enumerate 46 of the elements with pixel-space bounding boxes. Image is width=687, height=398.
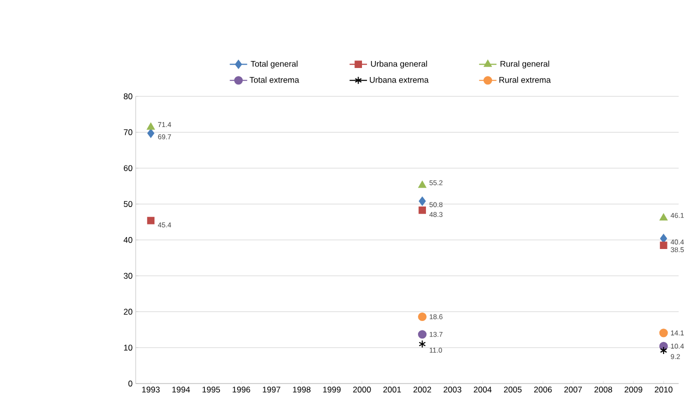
x-tick-label: 1999 — [323, 386, 341, 393]
point — [418, 340, 426, 348]
legend-label: Total extrema — [250, 76, 300, 84]
x-tick-label: 2007 — [564, 386, 582, 393]
y-tick-label: 40 — [124, 237, 132, 244]
point — [660, 214, 668, 221]
y-tick-label: 50 — [124, 201, 132, 208]
legend-label: Rural general — [500, 60, 550, 69]
point — [660, 346, 668, 355]
legend-label: Rural extrema — [499, 76, 551, 84]
point — [146, 122, 155, 130]
y-tick-label: 30 — [124, 273, 132, 279]
y-tick-label: 20 — [124, 309, 132, 315]
x-tick-label: 2000 — [353, 386, 371, 393]
y-tick-label: 70 — [124, 130, 132, 136]
y-tick-label: 10 — [124, 344, 132, 351]
x-tick-label: 1997 — [262, 386, 280, 393]
x-tick-label: 2003 — [444, 386, 462, 393]
x-tick-label: 1996 — [232, 386, 250, 393]
x-tick-label: 1998 — [293, 386, 310, 393]
legend-label: Total general — [250, 60, 298, 69]
point — [660, 242, 668, 250]
point — [418, 312, 427, 322]
y-tick-label: 0 — [128, 380, 132, 387]
y-tick-label: 80 — [124, 94, 132, 100]
x-tick-label: 2010 — [654, 386, 672, 393]
x-tick-label: 2008 — [594, 386, 612, 393]
point — [418, 330, 427, 339]
legend-label: Urbana general — [371, 60, 427, 69]
point — [659, 328, 668, 338]
x-tick-label: 2004 — [474, 386, 492, 393]
point — [418, 196, 426, 206]
legend-label: Urbana extrema — [370, 76, 429, 84]
y-tick-label: 60 — [124, 165, 132, 172]
point — [147, 217, 154, 224]
x-tick-label: 2005 — [504, 386, 522, 393]
x-tick-label: 1994 — [172, 386, 190, 393]
point — [418, 206, 426, 214]
point — [147, 129, 154, 138]
x-tick-label: 2001 — [383, 386, 401, 393]
x-tick-label: 2006 — [534, 386, 552, 393]
x-tick-label: 1993 — [142, 386, 160, 393]
x-tick-label: 2009 — [624, 386, 642, 393]
x-tick-label: 2002 — [413, 386, 432, 393]
point — [418, 181, 426, 188]
x-tick-label: 1995 — [202, 386, 220, 393]
